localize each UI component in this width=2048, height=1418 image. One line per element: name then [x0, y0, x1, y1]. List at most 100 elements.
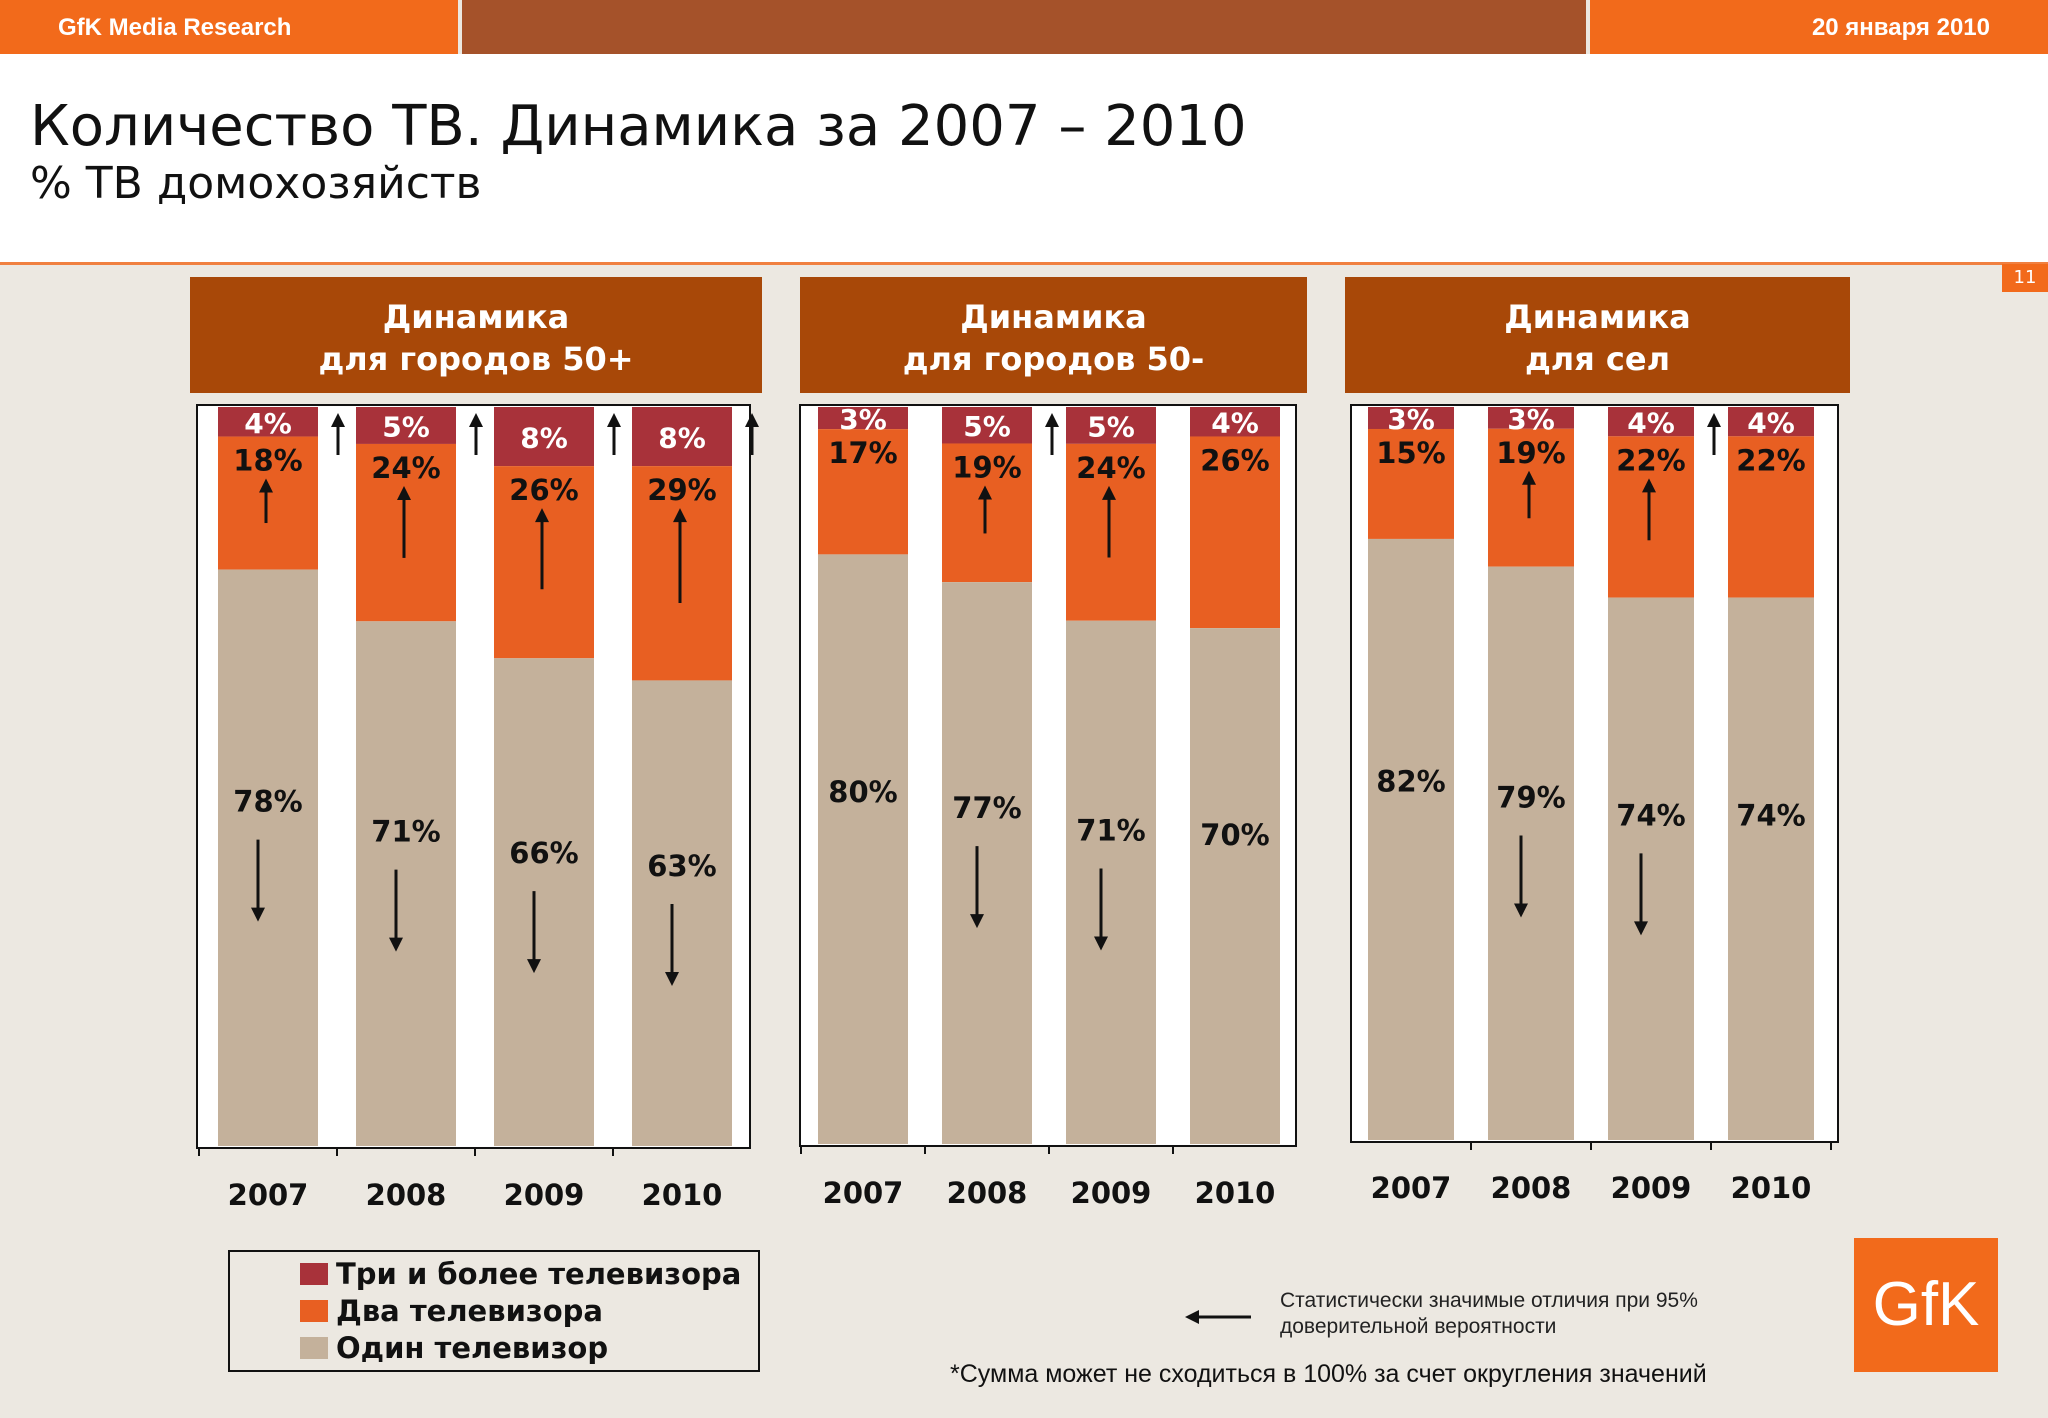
- bar-two-2009: [1608, 436, 1694, 598]
- arrow-up-icon-head: [331, 413, 345, 427]
- x-tick-label: 2008: [366, 1178, 447, 1212]
- brand-name: GfK Media Research: [58, 14, 292, 41]
- bar-three-plus-2010: [632, 407, 732, 467]
- bar-one-2007: [218, 569, 318, 1146]
- arrow-down-icon-head: [1634, 921, 1648, 936]
- data-label-three-plus: 8%: [658, 422, 706, 455]
- bar-three-plus-2010: [1728, 407, 1814, 437]
- top-bar-left: GfK Media Research: [0, 0, 458, 54]
- bar-one-2010: [1190, 628, 1280, 1144]
- data-label-one: 66%: [509, 836, 578, 870]
- x-tick-label: 2007: [1371, 1171, 1452, 1205]
- data-label-two: 15%: [1376, 436, 1445, 470]
- data-label-three-plus: 4%: [1627, 407, 1675, 440]
- significance-note-line1: Статистически значимые отличия при 95%: [1280, 1289, 1698, 1312]
- arrow-up-icon-head: [397, 485, 411, 500]
- data-label-two: 22%: [1616, 443, 1685, 477]
- data-label-three-plus: 5%: [963, 410, 1011, 443]
- data-label-one: 78%: [233, 785, 302, 819]
- arrow-up-icon-head: [535, 508, 549, 523]
- arrow-up-icon-head: [469, 413, 483, 427]
- significance-note: Статистически значимые отличия при 95% д…: [1280, 1288, 1800, 1340]
- data-label-three-plus: 3%: [1507, 403, 1555, 436]
- bar-three-plus-2008: [356, 407, 456, 444]
- legend-label: Два телевизора: [336, 1294, 604, 1328]
- bar-one-2008: [356, 621, 456, 1146]
- panel-title-line1: Динамика: [960, 298, 1147, 336]
- data-label-one: 74%: [1616, 798, 1685, 832]
- data-label-one: 77%: [952, 791, 1021, 825]
- x-tick-label: 2010: [1195, 1176, 1276, 1210]
- data-label-three-plus: 3%: [839, 403, 887, 436]
- legend-swatch-three-plus: [300, 1263, 328, 1285]
- x-tick-label: 2007: [823, 1176, 904, 1210]
- arrow-down-icon-head: [389, 937, 403, 952]
- arrow-up-icon-head: [1642, 478, 1656, 493]
- bar-two-2009: [1066, 443, 1156, 621]
- bar-three-plus-2009: [1066, 407, 1156, 444]
- legend-swatch-two: [300, 1300, 328, 1322]
- data-label-three-plus: 5%: [382, 410, 430, 443]
- page-subtitle: % ТВ домохозяйств: [30, 158, 482, 209]
- legend-label: Три и более телевизора: [336, 1257, 742, 1291]
- bar-one-2008: [942, 582, 1032, 1144]
- bar-two-2007: [218, 436, 318, 570]
- arrow-up-icon-head: [1707, 413, 1721, 427]
- bar-two-2009: [494, 466, 594, 659]
- data-label-two: 24%: [1076, 451, 1145, 485]
- bar-one-2009: [1066, 620, 1156, 1144]
- data-label-three-plus: 8%: [520, 422, 568, 455]
- data-label-two: 29%: [647, 473, 716, 507]
- x-tick-label: 2007: [228, 1178, 309, 1212]
- x-tick-label: 2010: [642, 1178, 723, 1212]
- significance-arrow-icon: [1185, 1310, 1251, 1324]
- title-area: Количество ТВ. Динамика за 2007 – 2010 %…: [0, 54, 2048, 265]
- bar-one-2009: [494, 658, 594, 1146]
- legend-label: Один телевизор: [336, 1331, 609, 1365]
- panel-title-line1: Динамика: [383, 298, 570, 336]
- data-label-two: 19%: [1496, 436, 1565, 470]
- bar-two-2008: [942, 443, 1032, 583]
- arrow-up-icon-head: [745, 413, 759, 427]
- rounding-footnote: *Сумма может не сходиться в 100% за счет…: [950, 1360, 1707, 1388]
- gfk-logo: GfK: [1854, 1238, 1998, 1372]
- bar-two-2010: [632, 466, 732, 681]
- significance-note-line2: доверительной вероятности: [1280, 1315, 1557, 1338]
- bar-two-2007: [1368, 428, 1454, 539]
- bar-one-2007: [1368, 538, 1454, 1140]
- panel-title-line2: для городов 50+: [318, 340, 633, 378]
- panel-header-2: [800, 277, 1307, 393]
- bar-one-2009: [1608, 597, 1694, 1140]
- top-bar: GfK Media Research 20 января 2010: [0, 0, 2048, 54]
- data-label-three-plus: 4%: [244, 407, 292, 440]
- bar-one-2010: [632, 680, 732, 1146]
- bar-three-plus-2007: [218, 407, 318, 437]
- arrow-down-icon-head: [1514, 903, 1528, 918]
- x-tick-label: 2008: [947, 1176, 1028, 1210]
- bar-three-plus-2007: [818, 407, 908, 430]
- data-label-one: 71%: [371, 815, 440, 849]
- bar-three-plus-2009: [494, 407, 594, 467]
- arrow-up-icon-head: [673, 508, 687, 523]
- panel-title-line2: для городов 50-: [903, 340, 1205, 378]
- top-bar-right: 20 января 2010: [1590, 0, 2048, 54]
- x-tick-label: 2009: [1611, 1171, 1692, 1205]
- bar-two-2010: [1728, 436, 1814, 598]
- data-label-three-plus: 4%: [1211, 407, 1259, 440]
- data-label-one: 74%: [1736, 798, 1805, 832]
- arrow-up-icon-head: [259, 478, 273, 493]
- panel-title-line2: для сел: [1525, 340, 1670, 378]
- arrow-down-icon-head: [665, 971, 679, 986]
- arrow-down-icon-head: [970, 914, 984, 929]
- data-label-three-plus: 3%: [1387, 403, 1435, 436]
- bar-three-plus-2008: [942, 407, 1032, 444]
- data-label-one: 79%: [1496, 780, 1565, 814]
- arrow-up-icon-head: [1102, 485, 1116, 500]
- bar-two-2008: [1488, 428, 1574, 567]
- arrow-up-icon-head: [978, 485, 992, 500]
- bar-one-2007: [818, 554, 908, 1144]
- data-label-one: 63%: [647, 849, 716, 883]
- data-label-two: 26%: [509, 473, 578, 507]
- legend-item-two: Два телевизора: [300, 1294, 603, 1328]
